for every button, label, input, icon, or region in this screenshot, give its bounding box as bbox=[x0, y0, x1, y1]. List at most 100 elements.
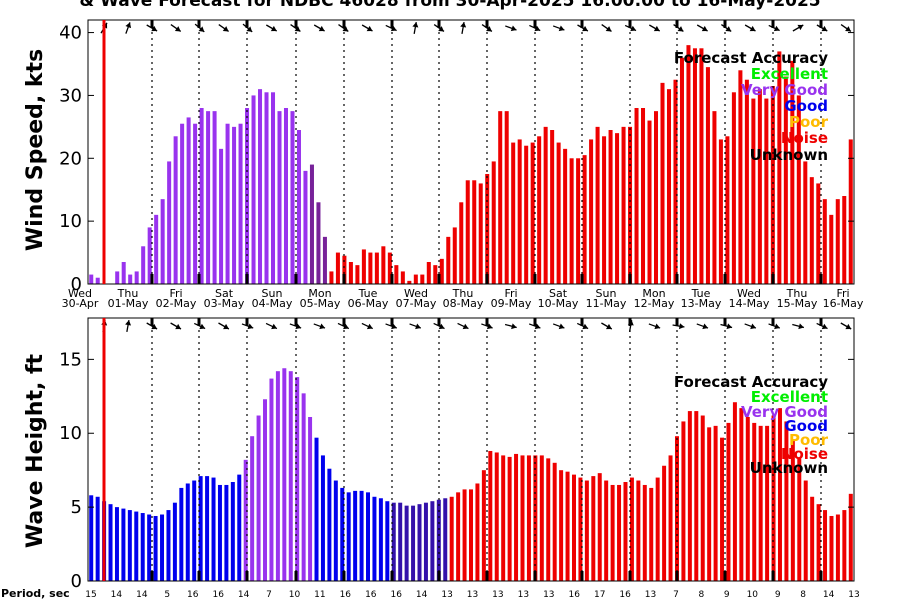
wave-bar bbox=[333, 480, 338, 581]
wind-bar bbox=[128, 274, 133, 284]
wind-bar bbox=[615, 133, 620, 284]
wind-arrow-head bbox=[366, 25, 373, 32]
period-value: 11 bbox=[314, 590, 325, 600]
wave-legend-unknown: Unknown bbox=[750, 459, 828, 477]
wind-arrow-head bbox=[174, 26, 181, 32]
wind-bar bbox=[712, 111, 717, 284]
wave-bar bbox=[114, 507, 119, 581]
wave-arrow-head bbox=[271, 323, 277, 330]
period-value: 8 bbox=[800, 590, 806, 600]
wind-arrow-head bbox=[558, 25, 565, 32]
wind-date-label: 03-May bbox=[204, 297, 245, 310]
wind-day-name: Thu bbox=[786, 287, 808, 300]
wind-arrow-head bbox=[653, 25, 660, 32]
wind-bar bbox=[141, 246, 146, 284]
wind-bar bbox=[452, 227, 457, 284]
wind-arrow-head bbox=[821, 25, 828, 32]
wind-bar bbox=[348, 262, 353, 284]
wind-bar bbox=[569, 158, 574, 284]
wave-arrow bbox=[433, 322, 445, 330]
wave-bar bbox=[481, 470, 486, 581]
wave-bar bbox=[398, 502, 403, 581]
wave-bar bbox=[275, 371, 280, 581]
wind-bar bbox=[296, 130, 301, 284]
wave-bar bbox=[559, 470, 564, 581]
wave-bar bbox=[591, 476, 596, 581]
wave-bar bbox=[636, 480, 641, 581]
wave-legend-excellent: Excellent bbox=[751, 388, 828, 406]
wind-bar bbox=[537, 136, 542, 284]
wave-bar bbox=[810, 496, 815, 581]
wave-bar bbox=[127, 510, 132, 581]
wave-arrow bbox=[409, 323, 422, 330]
wind-arrow bbox=[529, 24, 541, 32]
wave-bar bbox=[263, 399, 268, 581]
wave-bar bbox=[610, 484, 615, 581]
period-values: 15 14 14 5 16 16 14 7 10 11 16 16 16 14 13 13 13 13 13 16 17… bbox=[85, 590, 859, 600]
wind-bar bbox=[446, 236, 451, 284]
wave-bar bbox=[565, 471, 570, 581]
wind-arrow-head bbox=[390, 25, 397, 32]
wind-bar bbox=[835, 199, 840, 284]
wave-arrow bbox=[125, 319, 132, 333]
wind-bar bbox=[459, 202, 464, 284]
wind-bar bbox=[621, 126, 626, 284]
wind-arrow bbox=[242, 23, 253, 33]
wind-bar bbox=[595, 126, 600, 284]
wind-bar bbox=[660, 82, 665, 284]
wind-day-name: Thu bbox=[117, 287, 139, 300]
wind-y-ticks: 0 10 20 30 40 bbox=[59, 23, 854, 295]
wave-bar bbox=[539, 455, 544, 581]
wave-bar bbox=[250, 436, 255, 581]
wind-arrow-head bbox=[125, 22, 132, 29]
wind-bar bbox=[576, 158, 581, 284]
wind-bar bbox=[387, 252, 392, 284]
wind-arrow bbox=[412, 21, 419, 35]
wind-date-label: 14-May bbox=[729, 297, 770, 310]
wind-bar bbox=[309, 164, 314, 284]
wave-arrow bbox=[218, 322, 230, 330]
wave-arrow bbox=[552, 323, 565, 330]
wind-date-label: 05-May bbox=[300, 297, 341, 310]
wave-bar bbox=[848, 493, 853, 581]
period-value: 10 bbox=[289, 590, 301, 600]
wind-bar bbox=[290, 111, 295, 284]
wave-bar bbox=[494, 452, 499, 581]
wind-bar bbox=[783, 76, 788, 284]
wave-arrow-head bbox=[199, 323, 206, 330]
wind-x-labels: Wed Thu Fri Sat Sun Mon Tue Wed Thu Fri Sat Sun Mon T… bbox=[62, 287, 864, 310]
wind-bar bbox=[433, 265, 438, 284]
wave-bar bbox=[752, 422, 757, 581]
wind-date-label: 15-May bbox=[777, 297, 818, 310]
wind-bar bbox=[180, 123, 185, 285]
wind-arrow-head bbox=[246, 26, 253, 32]
wind-arrow bbox=[768, 24, 780, 32]
wind-arrow bbox=[385, 24, 397, 32]
wave-arrow bbox=[720, 323, 733, 330]
wind-bar bbox=[530, 142, 535, 284]
wave-bar bbox=[829, 515, 834, 581]
wind-bar bbox=[511, 142, 516, 284]
wave-bar bbox=[700, 415, 705, 581]
wind-date-label: 10-May bbox=[538, 297, 579, 310]
wave-legend-good: Good bbox=[784, 417, 828, 435]
wave-arrow-head bbox=[366, 323, 373, 330]
period-value: 13 bbox=[645, 590, 656, 600]
wind-arrow bbox=[673, 24, 684, 32]
wave-bar bbox=[662, 465, 667, 581]
wind-day-name: Mon bbox=[642, 287, 665, 300]
wave-bar bbox=[629, 477, 634, 581]
wave-arrow-head bbox=[774, 323, 780, 330]
wind-day-name: Mon bbox=[308, 287, 331, 300]
wave-arrow bbox=[504, 323, 517, 330]
wind-arrow bbox=[338, 24, 349, 32]
chart-title: & Wave Forecast for NDBC 46028 from 30-A… bbox=[79, 0, 820, 11]
wind-arrow bbox=[721, 24, 732, 32]
wind-date-label: 01-May bbox=[108, 297, 149, 310]
wave-bar bbox=[720, 437, 725, 581]
wind-legend-noise: Noise bbox=[781, 129, 828, 147]
wave-bar bbox=[835, 514, 840, 581]
wind-arrow bbox=[265, 24, 278, 32]
wind-bar bbox=[381, 246, 386, 284]
wave-arrow-head bbox=[654, 323, 661, 330]
